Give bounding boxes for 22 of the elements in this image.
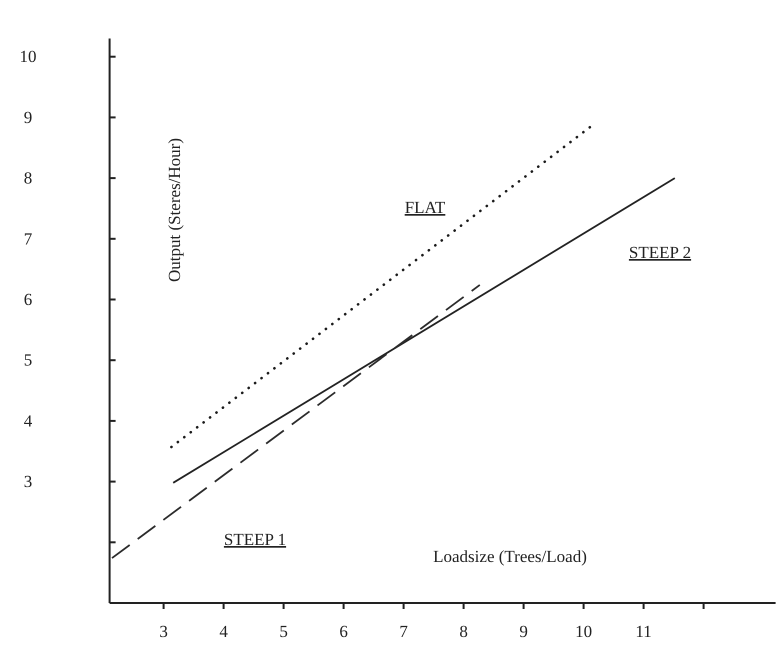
x-tick-label: 5 [279,622,288,642]
y-tick-label: 10 [20,47,36,66]
x-tick-label: 11 [635,622,652,642]
x-tick-label: 6 [339,622,348,642]
x-tick-label: 3 [159,622,168,642]
y-axis-title: Output (Steres/Hour) [165,138,184,282]
x-tick-label: 9 [519,622,528,642]
x-tick-label: 8 [459,622,468,642]
y-tick-label: 3 [24,472,32,492]
y-tick-label: 9 [24,108,32,127]
x-tick-label: 4 [219,622,228,642]
x-axis-title: Loadsize (Trees/Load) [433,547,587,566]
y-tick-label: 4 [24,411,33,430]
y-tick-label: 6 [24,290,32,309]
y-tick-label: 5 [24,350,32,370]
y-tick-label: 7 [24,229,33,248]
x-tick-label: 7 [399,622,408,642]
x-tick-label: 10 [575,622,592,642]
annotation: STEEP 1 [224,530,286,549]
annotation: FLAT [404,198,446,217]
annotation: STEEP 2 [628,243,692,262]
y-tick-label: 8 [24,168,32,188]
